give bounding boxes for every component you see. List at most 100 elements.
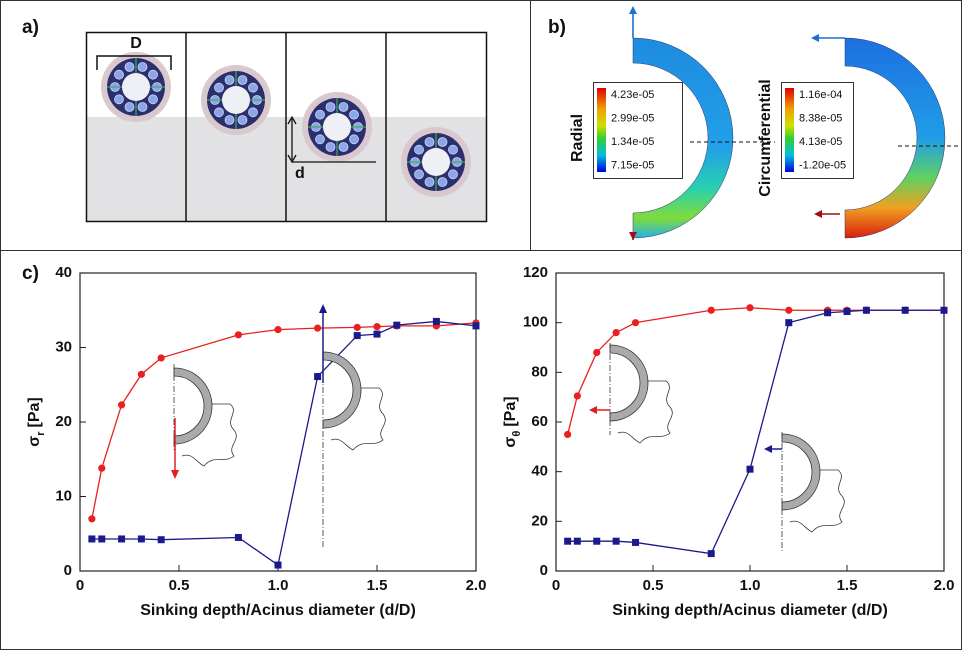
point	[593, 348, 601, 357]
y-tick-label: 20	[531, 512, 548, 529]
point	[631, 319, 640, 327]
y-label-symbol: σ	[502, 437, 519, 448]
y-tick-label: 80	[531, 363, 548, 380]
contour-title: Radial	[569, 114, 586, 162]
load-arrows	[629, 6, 845, 240]
point	[707, 306, 715, 314]
point	[785, 306, 793, 314]
point	[88, 515, 96, 523]
point	[314, 324, 322, 332]
point	[373, 323, 381, 331]
x-tick-label: 0	[76, 577, 84, 594]
acinus	[301, 91, 373, 163]
colorbar	[785, 88, 794, 172]
colorbar-label: 1.16e-04	[799, 89, 842, 101]
acinus	[400, 126, 472, 198]
panel-label: a)	[22, 17, 39, 38]
acinus	[100, 51, 172, 123]
point	[573, 537, 581, 545]
y-axis-label: σr [Pa]	[26, 397, 47, 446]
colorbar-label: 7.15e-05	[611, 159, 654, 171]
point	[612, 329, 620, 337]
point	[157, 354, 165, 362]
y-label-unit: [Pa]	[26, 397, 43, 427]
point	[98, 535, 106, 543]
colorbar-label: 4.13e-05	[799, 136, 842, 148]
depth-marker	[287, 115, 376, 164]
point	[393, 321, 401, 329]
y-tick-label: 120	[523, 264, 548, 281]
point	[901, 306, 909, 314]
x-tick-label: 2.0	[934, 577, 955, 594]
x-tick-label: 0	[552, 577, 560, 594]
chart: 0 0.5 1.0 1.5 2.0 0 20 40 60 80 100 120 Sinking dept…	[502, 264, 954, 619]
acinus	[200, 64, 272, 136]
point	[632, 538, 640, 546]
colorbar-label: 4.23e-05	[611, 89, 654, 101]
colorbar-label: 2.99e-05	[611, 112, 654, 124]
point	[157, 536, 165, 544]
point	[746, 465, 754, 473]
x-tick-label: 1.5	[367, 577, 388, 594]
y-tick-label: 10	[55, 487, 72, 504]
y-tick-label: 0	[540, 562, 548, 579]
panel-a: a) D d	[22, 17, 488, 223]
plot-frame	[79, 272, 477, 572]
y-tick-label: 30	[55, 338, 72, 355]
colorbar-label: 1.34e-05	[611, 136, 654, 148]
legend-box	[593, 82, 683, 179]
point	[746, 304, 754, 312]
x-axis-label: Sinking depth/Acinus diameter (d/D)	[140, 602, 416, 619]
point	[314, 373, 322, 381]
x-tick-label: 2.0	[466, 577, 487, 594]
point	[88, 535, 96, 543]
colorbar	[597, 88, 606, 172]
point	[843, 307, 851, 315]
y-label-sub: r	[35, 431, 47, 436]
chart: 0 0.5 1.0 1.5 2.0 0 10 20 30 40 Sinking depth/Acin…	[26, 264, 486, 619]
colorbar-label: 8.38e-05	[799, 112, 842, 124]
frame-dividers	[185, 32, 387, 222]
x-tick-label: 1.5	[837, 577, 858, 594]
colorbar-label: -1.20e-05	[799, 159, 846, 171]
y-tick-label: 60	[531, 413, 548, 430]
point	[274, 326, 282, 334]
point	[593, 537, 601, 545]
depth-label: d	[295, 165, 305, 182]
charts: 0 0.5 1.0 1.5 2.0 0 10 20 30 40 Sinking depth/Acin…	[26, 264, 954, 619]
point	[373, 330, 381, 338]
point	[137, 535, 145, 543]
diameter-label: D	[130, 35, 142, 52]
point	[940, 306, 948, 314]
x-tick-label: 1.0	[268, 577, 289, 594]
point	[353, 332, 361, 340]
point	[98, 464, 106, 472]
panel-b: b) 4.23e-05 2.99e-05 1.34e-05 7.15e-05 1.16e…	[548, 6, 960, 240]
radial-contour	[632, 37, 734, 239]
y-label-unit: [Pa]	[502, 396, 519, 426]
point	[785, 319, 793, 327]
point	[274, 561, 282, 569]
diameter-bracket	[96, 55, 172, 70]
panel-label: c)	[22, 263, 39, 284]
y-axis-label: σθ [Pa]	[502, 396, 523, 447]
point	[612, 537, 620, 545]
y-tick-label: 20	[55, 413, 72, 430]
plot-frame	[555, 272, 945, 572]
point	[862, 306, 870, 314]
y-tick-label: 40	[55, 264, 72, 281]
circumferential-contour	[844, 37, 946, 239]
x-tick-label: 0.5	[643, 577, 664, 594]
point	[234, 331, 242, 339]
point	[707, 550, 715, 558]
point	[353, 323, 361, 331]
x-axis-label: Sinking depth/Acinus diameter (d/D)	[612, 602, 888, 619]
series-line	[91, 320, 477, 567]
point	[564, 537, 572, 545]
point	[118, 535, 126, 543]
point	[234, 533, 242, 541]
y-label-sub: θ	[511, 431, 523, 437]
point	[432, 317, 440, 325]
point	[117, 401, 126, 409]
